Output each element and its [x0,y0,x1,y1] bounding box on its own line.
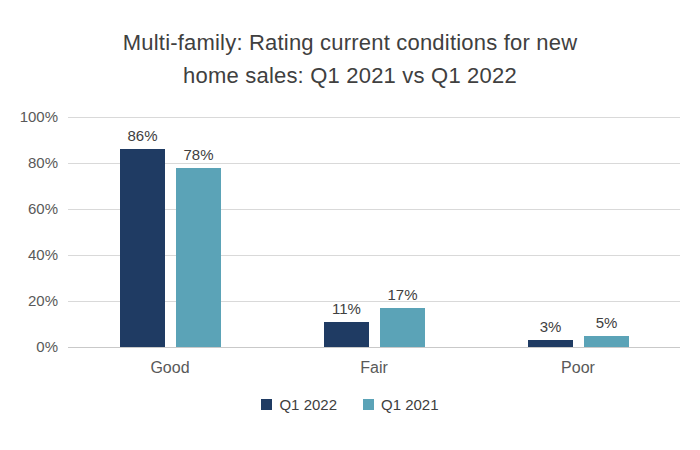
x-category-label-good: Good [110,358,230,378]
bar-q1-2021-good [176,168,221,347]
bar-q1-2022-fair [324,322,369,347]
bar-value-label-q1-2022-poor: 3% [520,317,581,336]
legend-label-q1-2021: Q1 2021 [381,396,439,413]
legend-item-q1-2022: Q1 2022 [261,396,337,413]
gridline [68,117,680,118]
bar-q1-2022-good [120,149,165,347]
y-tick-label: 20% [0,292,58,310]
x-category-label-poor: Poor [518,358,638,378]
chart-title: Multi-family: Rating current conditions … [0,26,700,92]
x-category-label-fair: Fair [314,358,434,378]
bar-q1-2022-poor [528,340,573,347]
y-tick-label: 0% [0,338,58,356]
y-tick-label: 100% [0,108,58,126]
y-tick-label: 80% [0,154,58,172]
chart-title-line-1: Multi-family: Rating current conditions … [0,26,700,59]
bar-q1-2021-fair [380,308,425,347]
y-tick-label: 60% [0,200,58,218]
bar-chart: Multi-family: Rating current conditions … [0,0,700,450]
bar-value-label-q1-2022-fair: 11% [316,299,377,318]
legend-swatch-q1-2021 [363,399,374,410]
bar-value-label-q1-2021-poor: 5% [576,313,637,332]
y-tick-label: 40% [0,246,58,264]
legend-item-q1-2021: Q1 2021 [363,396,439,413]
x-axis-line [68,347,680,348]
bar-value-label-q1-2021-fair: 17% [372,285,433,304]
legend-swatch-q1-2022 [261,399,272,410]
bar-q1-2021-poor [584,336,629,348]
legend-label-q1-2022: Q1 2022 [279,396,337,413]
bar-value-label-q1-2022-good: 86% [112,126,173,145]
chart-title-line-2: home sales: Q1 2021 vs Q1 2022 [0,59,700,92]
bar-value-label-q1-2021-good: 78% [168,145,229,164]
legend: Q1 2022 Q1 2021 [0,396,700,413]
